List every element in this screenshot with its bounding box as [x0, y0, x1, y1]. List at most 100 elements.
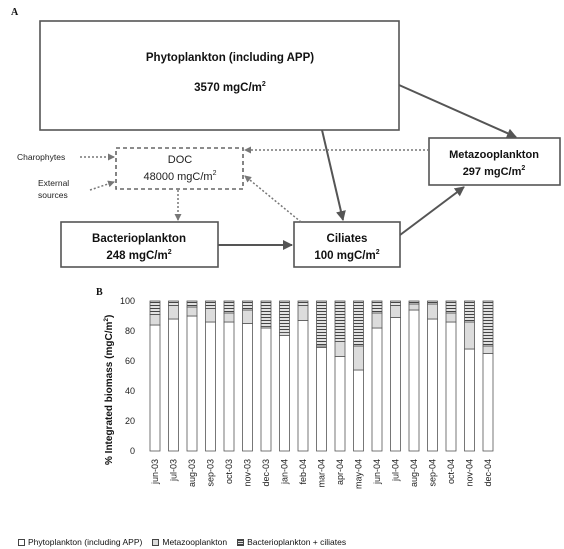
doc-label: DOC	[168, 154, 193, 166]
bar-segment-phytoplankton	[482, 353, 494, 452]
bar-segment-phytoplankton	[168, 318, 179, 452]
metazooplankton-box	[428, 137, 561, 186]
bar-segment-metazooplankton	[334, 341, 346, 357]
ciliates-box	[293, 221, 401, 268]
y-axis-label: % Integrated biomass (mgC/m2)	[103, 315, 115, 465]
bar-segment-bacterioplankton-ciliates	[427, 300, 438, 305]
x-tick-label: sep-04	[428, 459, 438, 487]
charophytes-label: Charophytes	[17, 152, 65, 162]
panel-a-letter: A	[11, 7, 19, 18]
panel-b-letter: B	[96, 287, 103, 298]
svg-text:% Integrated biomass (mgC/m2): % Integrated biomass (mgC/m2)	[103, 315, 115, 465]
bar-segment-bacterioplankton-ciliates	[260, 300, 272, 327]
bar-segment-bacterioplankton-ciliates	[186, 300, 198, 308]
bar-segment-phytoplankton	[408, 309, 420, 452]
bacterioplankton-value: 248 mgC/m2	[106, 249, 171, 262]
bar-segment-metazooplankton	[408, 303, 420, 311]
bar-segment-metazooplankton	[445, 312, 457, 323]
bar-segment-bacterioplankton-ciliates	[242, 300, 253, 311]
doc-box	[115, 147, 244, 190]
x-tick-label: mar-04	[317, 459, 327, 488]
x-axis-labels: jun-03 jul-03 aug-03 sep-03 oct-03 nov-03 dec-…	[150, 459, 493, 489]
bar-segment-bacterioplankton-ciliates	[445, 300, 457, 314]
bar-segment-phytoplankton	[297, 320, 309, 452]
legend-item-bacterioplankton-ciliates: Bacterioplankton + ciliates	[237, 537, 346, 547]
bar-segment-bacterioplankton-ciliates	[482, 300, 494, 347]
bar-segment-metazooplankton	[390, 305, 401, 318]
bar-segment-phytoplankton	[427, 318, 438, 452]
bar-segment-phytoplankton	[279, 335, 290, 452]
bar-segment-bacterioplankton-ciliates	[168, 300, 179, 306]
bar-segment-metazooplankton	[427, 303, 438, 320]
arrow-phyto-to-ciliates	[321, 129, 346, 221]
y-tick-label: 100	[120, 296, 135, 306]
bar-segment-metazooplankton	[205, 308, 216, 323]
metazooplankton-label: Metazooplankton	[449, 149, 539, 161]
y-tick-label: 80	[125, 326, 135, 336]
bar-segment-phytoplankton	[242, 323, 253, 452]
bar-segment-bacterioplankton-ciliates	[390, 300, 401, 306]
phytoplankton-value: 3570 mgC/m2	[194, 81, 266, 94]
metazooplankton-value: 297 mgC/m2	[463, 165, 526, 178]
y-axis-ticks: 0 20 40 60 80 100	[120, 296, 135, 456]
bar-segment-metazooplankton	[297, 305, 309, 321]
x-tick-label: nov-03	[243, 459, 253, 487]
arrow-external-to-doc	[89, 180, 115, 191]
bars-group	[149, 300, 494, 452]
external-sources-label-line1: External	[38, 178, 69, 188]
bar-segment-phytoplankton	[260, 327, 272, 452]
arrow-ciliates-to-doc	[244, 175, 302, 223]
bar-segment-metazooplankton	[223, 312, 235, 323]
x-tick-label: jun-04	[372, 459, 382, 485]
bar-segment-bacterioplankton-ciliates	[279, 300, 290, 333]
bar-segment-bacterioplankton-ciliates	[464, 300, 475, 323]
bar-segment-metazooplankton	[168, 305, 179, 320]
bar-segment-phytoplankton	[445, 321, 457, 452]
x-tick-label: apr-04	[335, 459, 345, 485]
bar-segment-bacterioplankton-ciliates	[223, 300, 235, 314]
bar-segment-metazooplankton	[186, 306, 198, 317]
bar-segment-metazooplankton	[482, 345, 494, 354]
x-tick-label: oct-04	[446, 459, 456, 484]
bar-segment-metazooplankton	[279, 332, 290, 336]
bar-segment-bacterioplankton-ciliates	[149, 300, 161, 315]
legend-swatch-hatched	[237, 538, 245, 546]
arrow-ciliates-to-meta	[399, 186, 465, 236]
x-tick-label: jun-03	[150, 459, 160, 485]
x-tick-label: aug-03	[187, 459, 197, 487]
bar-segment-phytoplankton	[205, 321, 216, 452]
bar-segment-bacterioplankton-ciliates	[353, 300, 364, 347]
external-sources-label-line2: sources	[38, 190, 68, 200]
legend-swatch-white	[18, 538, 25, 546]
ciliates-value: 100 mgC/m2	[314, 249, 379, 262]
x-tick-label: aug-04	[409, 459, 419, 487]
phytoplankton-label: Phytoplankton (including APP)	[146, 52, 314, 64]
x-tick-label: jan-04	[280, 459, 290, 485]
arrow-phyto-to-meta	[398, 84, 517, 138]
y-tick-label: 20	[125, 416, 135, 426]
legend-label-phytoplankton: Phytoplankton (including APP)	[28, 537, 143, 547]
bacterioplankton-label: Bacterioplankton	[92, 233, 186, 245]
bar-segment-bacterioplankton-ciliates	[371, 300, 383, 314]
bar-segment-phytoplankton	[316, 347, 327, 452]
doc-value: 48000 mgC/m2	[144, 170, 217, 183]
legend-swatch-light-gray	[152, 538, 160, 546]
x-tick-label: feb-04	[298, 459, 308, 485]
bar-segment-bacterioplankton-ciliates	[408, 300, 420, 305]
bar-segment-phytoplankton	[390, 317, 401, 452]
bar-segment-phytoplankton	[464, 348, 475, 452]
bar-segment-phytoplankton	[223, 321, 235, 452]
bar-segment-phytoplankton	[371, 327, 383, 452]
bar-segment-metazooplankton	[149, 314, 161, 326]
bar-segment-bacterioplankton-ciliates	[334, 300, 346, 342]
bar-segment-phytoplankton	[149, 324, 161, 452]
x-tick-label: dec-04	[483, 459, 493, 487]
y-tick-label: 0	[130, 446, 135, 456]
bar-segment-bacterioplankton-ciliates	[205, 300, 216, 309]
legend-item-metazooplankton: Metazooplankton	[152, 537, 227, 547]
biomass-stacked-bar-chart: % Integrated biomass (mgC/m2) 0 20 40 60 80 1…	[103, 296, 494, 489]
x-tick-label: nov-04	[465, 459, 475, 487]
x-tick-label: dec-03	[261, 459, 271, 487]
bar-segment-bacterioplankton-ciliates	[316, 300, 327, 347]
bar-segment-phytoplankton	[186, 315, 198, 452]
